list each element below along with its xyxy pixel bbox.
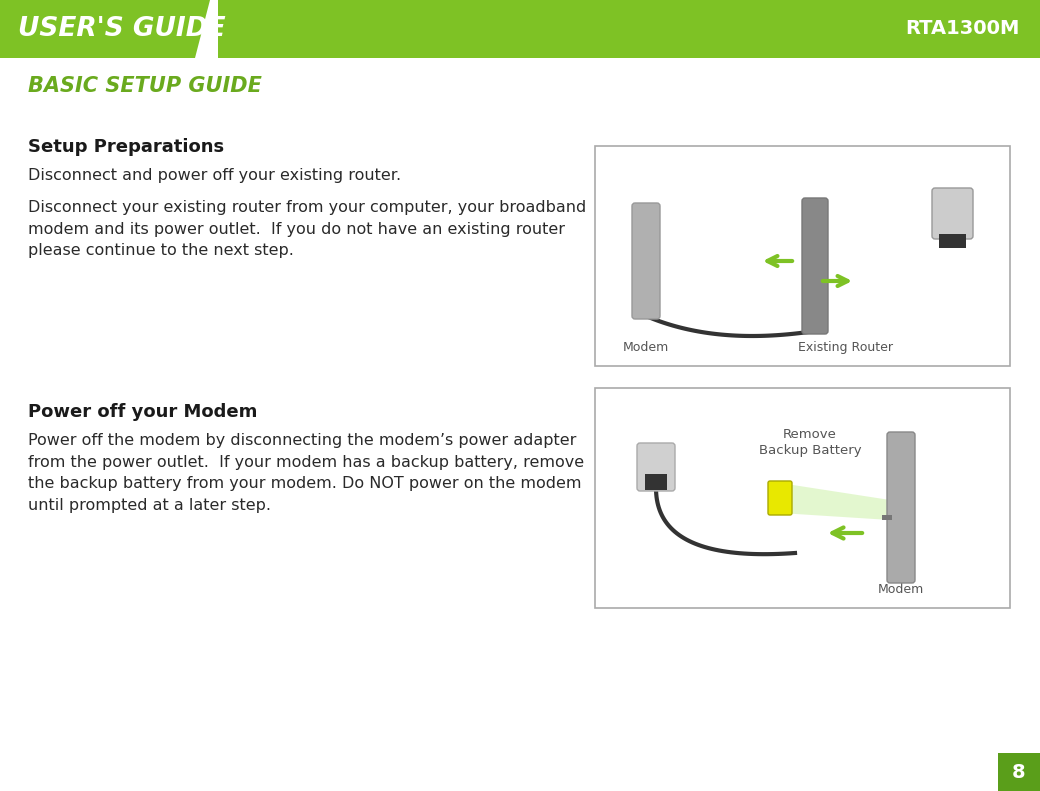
Text: Existing Router: Existing Router xyxy=(798,341,892,354)
Bar xyxy=(0,0,1040,58)
Text: 8: 8 xyxy=(1012,763,1025,782)
Bar xyxy=(998,753,1040,791)
Text: Disconnect and power off your existing router.: Disconnect and power off your existing r… xyxy=(28,168,401,183)
Text: Remove
Backup Battery: Remove Backup Battery xyxy=(759,428,861,457)
Text: Modem: Modem xyxy=(878,583,925,596)
FancyBboxPatch shape xyxy=(768,481,792,515)
Polygon shape xyxy=(196,0,210,58)
Text: USER'S GUIDE: USER'S GUIDE xyxy=(18,16,226,42)
Text: BASIC SETUP GUIDE: BASIC SETUP GUIDE xyxy=(28,76,262,96)
Text: Power off your Modem: Power off your Modem xyxy=(28,403,257,421)
Bar xyxy=(882,515,892,520)
Text: Disconnect your existing router from your computer, your broadband
modem and its: Disconnect your existing router from you… xyxy=(28,200,587,258)
FancyBboxPatch shape xyxy=(636,443,675,491)
Text: Setup Preparations: Setup Preparations xyxy=(28,138,225,156)
Bar xyxy=(645,474,667,490)
FancyBboxPatch shape xyxy=(932,188,973,239)
Text: Power off the modem by disconnecting the modem’s power adapter
from the power ou: Power off the modem by disconnecting the… xyxy=(28,433,584,513)
FancyBboxPatch shape xyxy=(802,198,828,334)
Bar xyxy=(595,388,1010,608)
Bar xyxy=(939,234,966,248)
FancyBboxPatch shape xyxy=(887,432,915,583)
FancyBboxPatch shape xyxy=(632,203,660,319)
Text: RTA1300M: RTA1300M xyxy=(906,20,1020,39)
Bar xyxy=(595,146,1010,366)
Polygon shape xyxy=(780,483,890,520)
Text: Modem: Modem xyxy=(623,341,669,354)
Polygon shape xyxy=(196,0,218,58)
